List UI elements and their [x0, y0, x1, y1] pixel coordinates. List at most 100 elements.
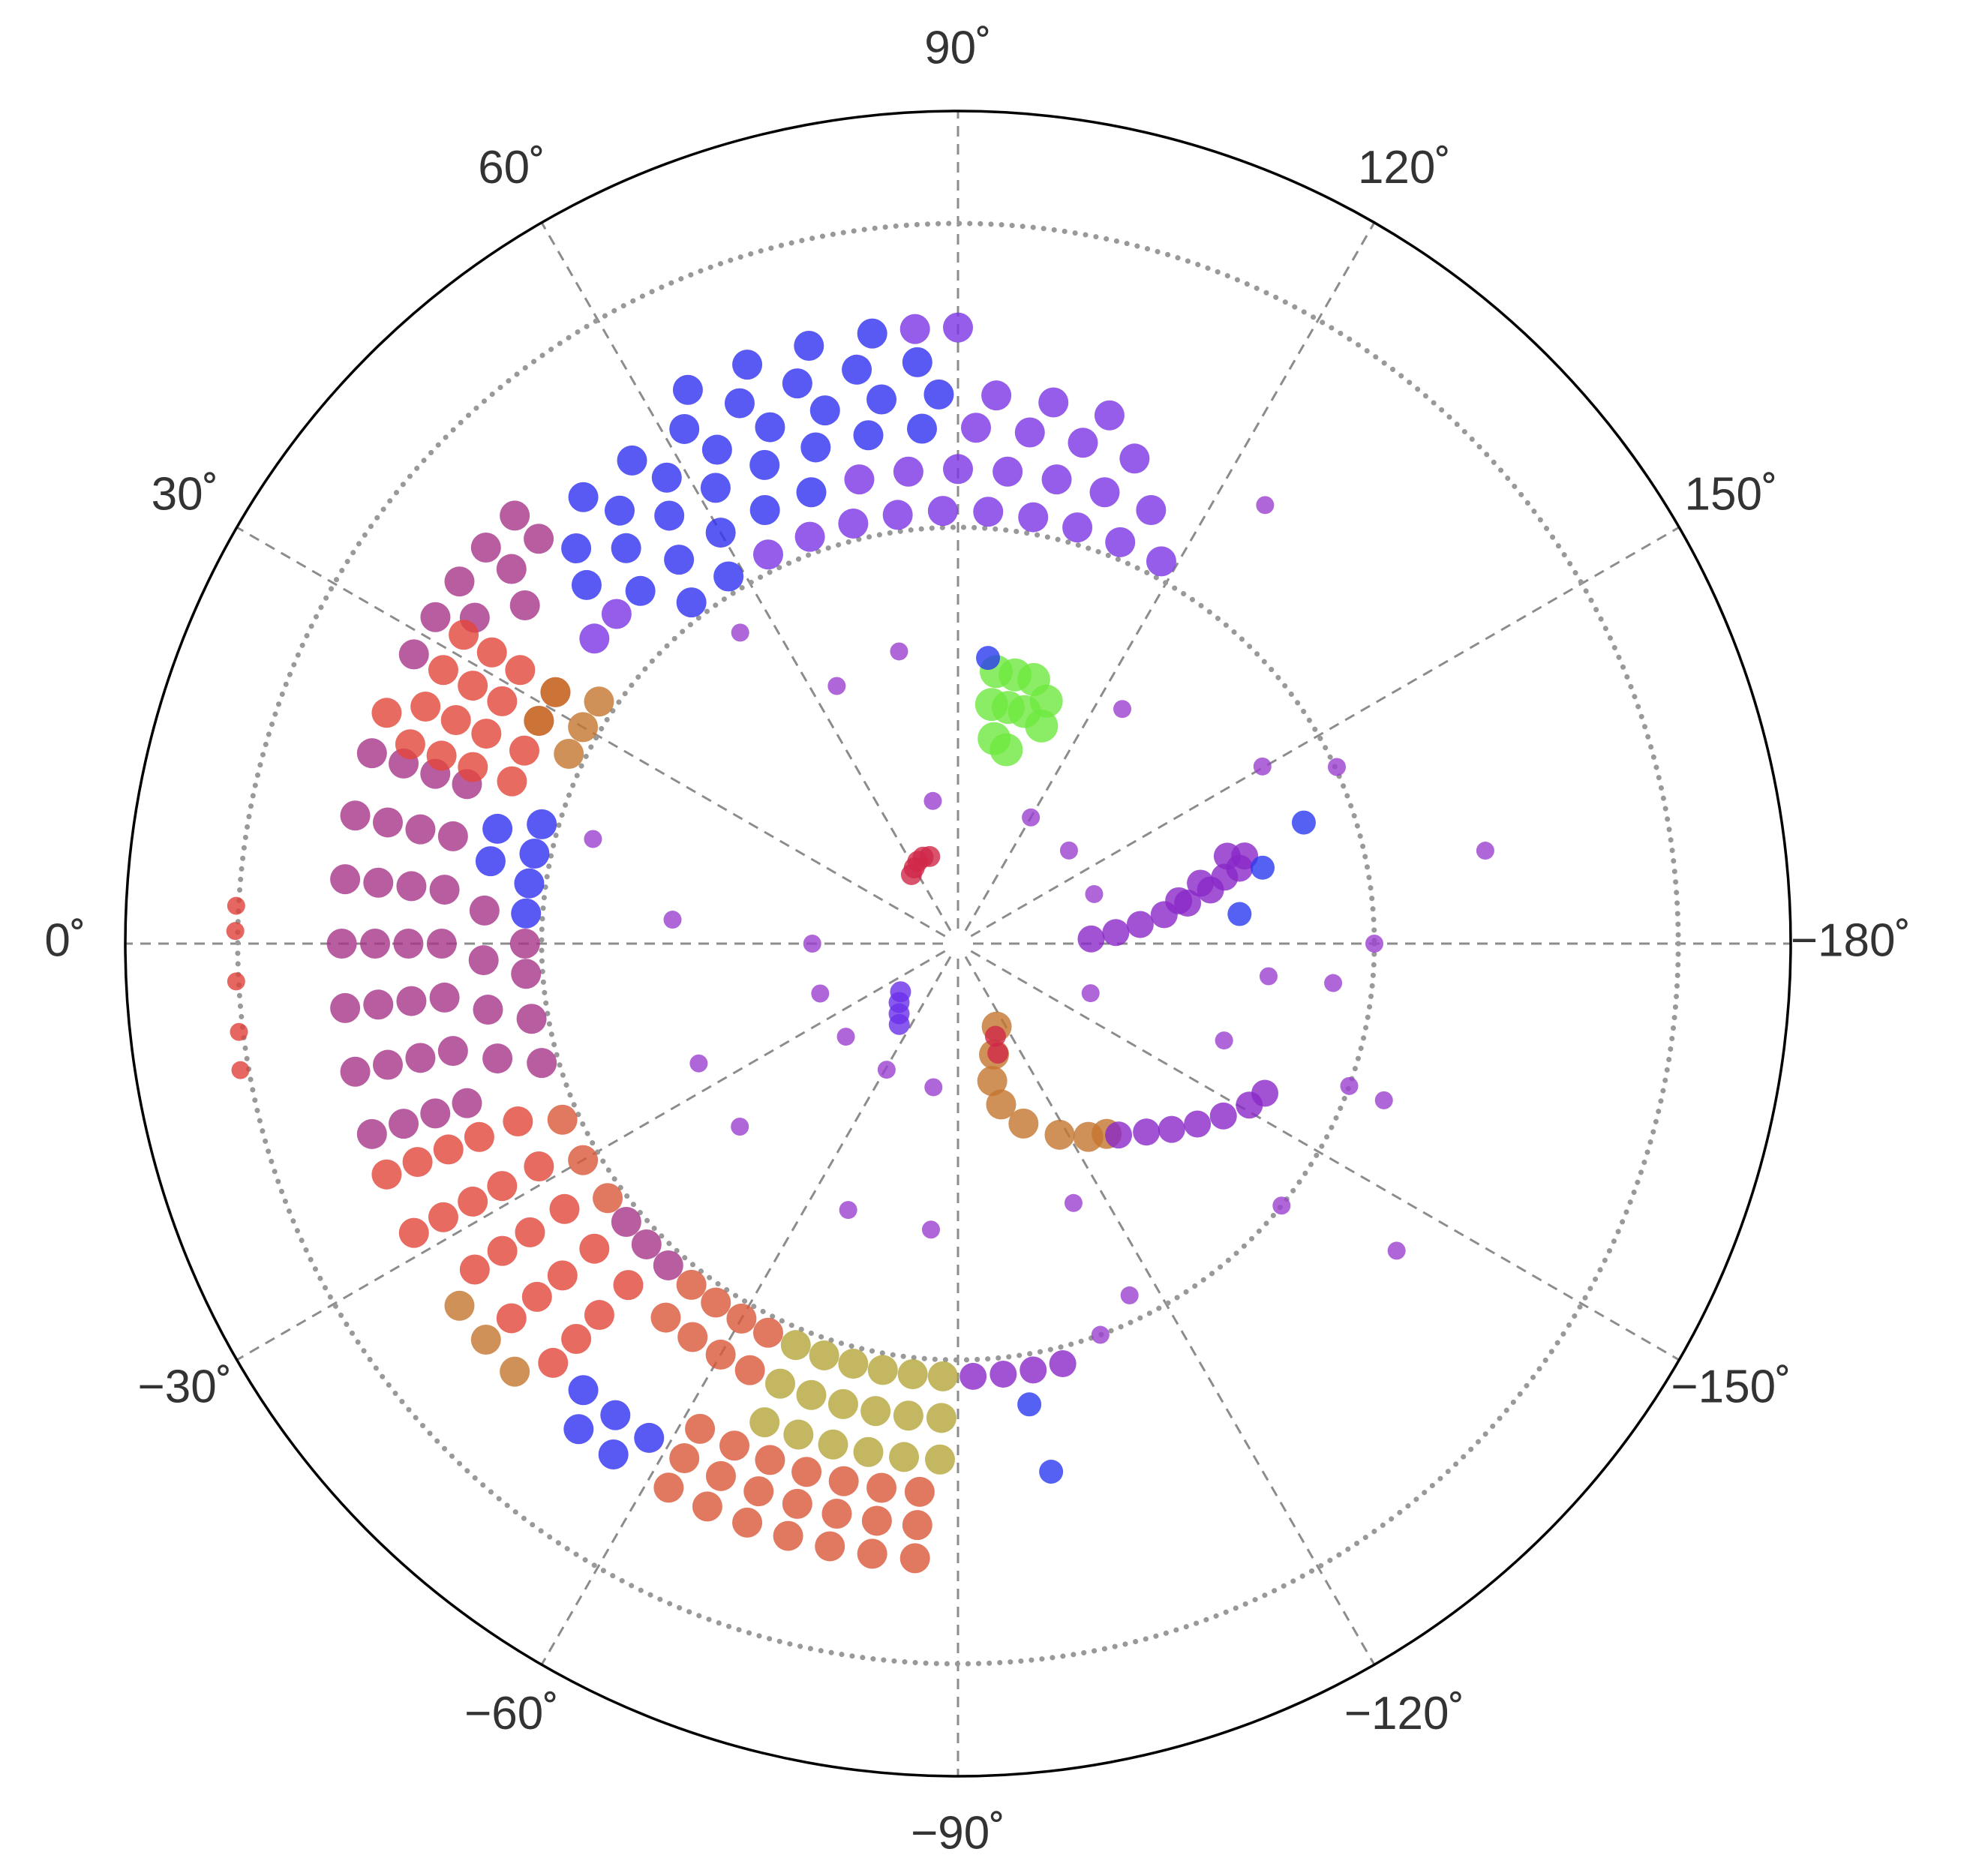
data-point: [653, 1472, 684, 1503]
data-point: [791, 1457, 822, 1487]
data-point: [371, 1159, 402, 1190]
data-point: [731, 1118, 749, 1136]
data-point: [1094, 400, 1125, 431]
data-point: [389, 1109, 419, 1139]
data-point: [882, 500, 913, 530]
data-point: [689, 1054, 708, 1073]
data-point: [923, 791, 942, 810]
angular-tick-label: 30˚: [152, 468, 219, 520]
data-point: [584, 1300, 614, 1331]
angular-tick-label: 120˚: [1358, 142, 1451, 194]
data-point: [1253, 757, 1272, 776]
data-point: [976, 646, 1001, 671]
data-point: [1213, 842, 1241, 870]
data-point: [428, 1202, 458, 1232]
data-point: [326, 929, 357, 959]
data-point: [482, 813, 513, 844]
data-point: [509, 929, 540, 959]
data-point: [836, 1028, 855, 1046]
data-point: [890, 642, 908, 661]
data-point: [579, 1233, 610, 1264]
data-point: [796, 1379, 827, 1410]
data-point: [444, 566, 475, 597]
data-point: [1091, 1325, 1110, 1344]
data-point: [663, 911, 682, 929]
data-point: [705, 1460, 736, 1491]
data-point: [547, 1104, 578, 1135]
data-point: [664, 545, 695, 575]
data-point: [650, 1302, 681, 1333]
data-point: [977, 1066, 1008, 1097]
data-point: [437, 821, 468, 851]
data-point: [1038, 387, 1069, 418]
data-point: [1259, 967, 1278, 986]
data-point: [866, 1472, 897, 1503]
data-point: [524, 524, 554, 554]
data-point: [1081, 984, 1100, 1003]
data-point: [516, 1004, 547, 1034]
data-point: [743, 1476, 774, 1507]
data-point: [853, 420, 884, 451]
data-point: [464, 1121, 494, 1152]
data-point: [861, 1505, 892, 1536]
angular-tick-label: −30˚: [138, 1361, 233, 1412]
data-point: [1022, 808, 1041, 827]
polar-frame: [124, 110, 1792, 1778]
data-point: [482, 1043, 513, 1074]
data-point: [1105, 527, 1136, 557]
data-point: [405, 814, 436, 845]
data-point: [1215, 1031, 1233, 1050]
data-point: [584, 686, 614, 717]
data-point: [568, 712, 599, 743]
data-point: [1119, 443, 1150, 474]
data-point: [500, 500, 530, 531]
data-point: [1146, 546, 1176, 577]
data-point: [511, 959, 542, 989]
data-point: [554, 738, 584, 769]
data-point: [755, 412, 785, 443]
data-point: [475, 846, 506, 877]
data-point: [500, 1356, 530, 1387]
angular-tick-label: 150˚: [1685, 468, 1778, 520]
data-point: [677, 1322, 708, 1352]
data-point: [1165, 887, 1193, 914]
data-point: [473, 995, 503, 1025]
data-point: [811, 984, 830, 1003]
data-point: [749, 494, 780, 525]
data-point: [631, 1229, 662, 1259]
data-point: [1025, 709, 1059, 743]
data-point: [496, 554, 527, 584]
angular-tick-label: 90˚: [924, 22, 992, 74]
data-point: [1158, 1115, 1185, 1143]
data-point: [921, 1220, 940, 1239]
data-point: [584, 830, 602, 848]
data-point: [986, 1089, 1017, 1120]
angular-grid-line: [540, 221, 952, 932]
data-point: [821, 1499, 852, 1529]
data-point: [828, 1466, 859, 1496]
angular-grid-line: [236, 950, 946, 1361]
data-point: [669, 413, 700, 444]
data-point: [604, 495, 635, 526]
data-point: [356, 1118, 387, 1149]
data-point: [1291, 810, 1316, 835]
data-point: [1256, 496, 1275, 515]
data-point: [1187, 869, 1215, 897]
data-point: [515, 1217, 545, 1247]
data-point: [1365, 935, 1383, 953]
data-point: [1328, 758, 1347, 776]
data-point: [549, 1193, 580, 1224]
data-point: [330, 864, 361, 895]
data-point: [1251, 855, 1275, 880]
angular-tick-label: −150˚: [1671, 1361, 1791, 1412]
data-point: [734, 1355, 765, 1385]
data-point: [731, 623, 749, 642]
data-point: [919, 845, 941, 867]
angular-grid-line: [970, 950, 1680, 1361]
data-point: [440, 705, 471, 736]
data-point: [713, 561, 744, 592]
angular-grid-line: [964, 956, 1376, 1666]
angular-tick-label: 0˚: [44, 914, 86, 966]
data-point: [724, 388, 755, 419]
